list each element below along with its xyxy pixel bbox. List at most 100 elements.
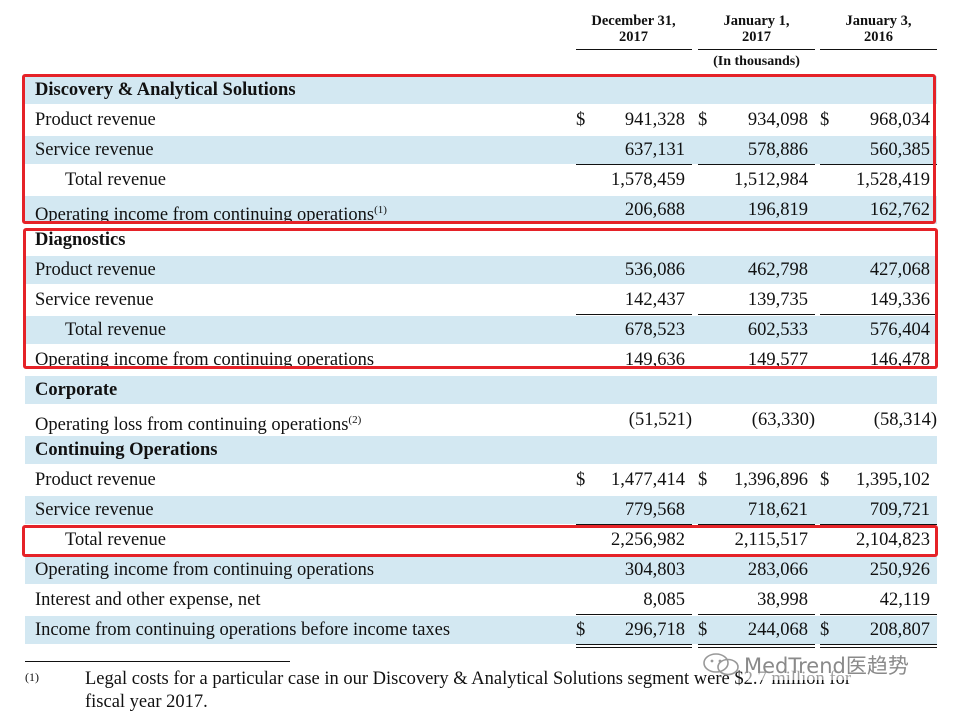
label-text: Income from continuing operations before…	[35, 620, 451, 640]
value: 196,819	[747, 200, 808, 220]
watermark: MedTrend医趋势	[744, 650, 909, 680]
value: (51,521)	[628, 410, 692, 430]
row-label: Operating income from continuing operati…	[35, 195, 387, 225]
row-label: Interest and other expense, net	[35, 585, 261, 615]
column-heading: 2016	[864, 29, 893, 45]
currency: $	[576, 110, 586, 130]
label-text: Total revenue	[65, 170, 166, 190]
currency: $	[576, 470, 586, 490]
currency: $	[820, 470, 830, 490]
currency: $	[698, 470, 708, 490]
value: 8,085	[643, 590, 685, 610]
label-text: Corporate	[35, 380, 118, 400]
header-rule	[576, 49, 692, 50]
underline	[820, 164, 937, 165]
row-band	[25, 496, 937, 524]
label-text: Diagnostics	[35, 230, 126, 250]
value: 560,385	[869, 140, 930, 160]
label-text: Discovery & Analytical Solutions	[35, 80, 296, 100]
value: 709,721	[869, 500, 930, 520]
value: 206,688	[624, 200, 685, 220]
label-text: Total revenue	[65, 320, 166, 340]
row-label: Operating income from continuing operati…	[35, 555, 374, 585]
value: 149,336	[869, 290, 930, 310]
row-label: Product revenue	[35, 255, 156, 285]
value: 536,086	[624, 260, 685, 280]
value: 602,533	[747, 320, 808, 340]
row-label: Service revenue	[35, 285, 154, 315]
value: 1,578,459	[611, 170, 685, 190]
label-text: Service revenue	[35, 140, 154, 160]
footnote-rule	[25, 661, 290, 662]
value: 42,119	[879, 590, 930, 610]
value: 2,256,982	[611, 530, 685, 550]
highlight-box	[23, 228, 938, 369]
value: 779,568	[624, 500, 685, 520]
row-label: Corporate	[35, 375, 117, 405]
footnote-text: Legal costs for a particular case in our…	[85, 669, 852, 689]
row-band	[25, 376, 937, 404]
row-label: Diagnostics	[35, 225, 125, 255]
underline	[820, 644, 937, 645]
column-heading: December 31,	[591, 13, 676, 29]
value: 244,068	[747, 620, 808, 640]
value: (63,330)	[751, 410, 815, 430]
underline	[576, 524, 692, 525]
value: 250,926	[869, 560, 930, 580]
currency: $	[576, 620, 586, 640]
label-text: Operating income from continuing operati…	[35, 205, 375, 226]
currency: $	[820, 110, 830, 130]
label-text: Product revenue	[35, 470, 156, 490]
underline	[820, 524, 937, 525]
value: 1,396,896	[734, 470, 808, 490]
row-label: Product revenue	[35, 465, 156, 495]
value: 38,998	[757, 590, 808, 610]
row-label: Discovery & Analytical Solutions	[35, 75, 296, 105]
row-band	[25, 556, 937, 584]
value: 718,621	[747, 500, 808, 520]
underline	[576, 647, 692, 648]
label-text: Total revenue	[65, 530, 166, 550]
currency: $	[698, 110, 708, 130]
row-band	[25, 136, 937, 164]
highlight-box	[22, 525, 938, 557]
label-text: Service revenue	[35, 500, 154, 520]
label-text: Continuing Operations	[35, 440, 218, 460]
row-label: Service revenue	[35, 495, 154, 525]
value: 427,068	[869, 260, 930, 280]
label-text: Product revenue	[35, 110, 156, 130]
value: 2,115,517	[734, 530, 808, 550]
value: 146,478	[869, 350, 930, 370]
row-label: Total revenue	[65, 165, 166, 195]
underline	[698, 644, 815, 645]
column-heading: January 3,	[845, 13, 912, 29]
value: 578,886	[747, 140, 808, 160]
label-text: Product revenue	[35, 260, 156, 280]
underline	[698, 524, 815, 525]
header-rule	[698, 49, 815, 50]
row-band	[25, 256, 937, 284]
value: 208,807	[869, 620, 930, 640]
row-label: Total revenue	[65, 315, 166, 345]
value: 678,523	[624, 320, 685, 340]
column-heading: January 1,	[723, 13, 790, 29]
value: 1,395,102	[856, 470, 930, 490]
row-band	[25, 76, 937, 104]
label-text: Operating income from continuing operati…	[35, 560, 375, 580]
row-label: Continuing Operations	[35, 435, 217, 465]
watermark-icon	[703, 653, 739, 676]
value: 1,528,419	[856, 170, 930, 190]
row-label: Operating loss from continuing operation…	[35, 405, 361, 435]
note-marker: (2)	[348, 414, 362, 426]
value: 139,735	[747, 290, 808, 310]
row-label: Product revenue	[35, 105, 156, 135]
value: 304,803	[624, 560, 685, 580]
value: 462,798	[747, 260, 808, 280]
label-text: Service revenue	[35, 290, 154, 310]
value: 149,636	[624, 350, 685, 370]
underline	[820, 314, 937, 315]
value: 1,477,414	[611, 470, 685, 490]
underline	[576, 614, 692, 615]
footnote-marker: (1)	[25, 670, 39, 684]
